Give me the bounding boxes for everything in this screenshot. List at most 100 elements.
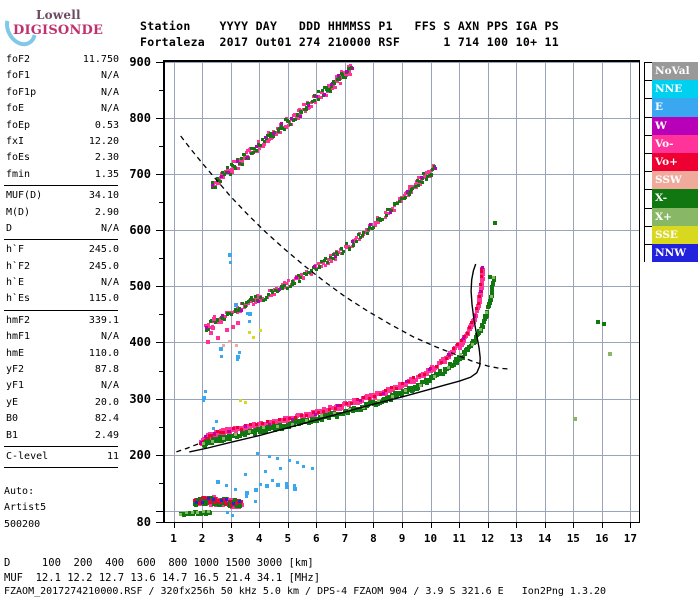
y-tick-label-200: 200	[129, 447, 151, 462]
param-divider	[4, 185, 118, 187]
data-point	[330, 259, 334, 263]
data-point	[202, 398, 206, 402]
data-point	[326, 88, 330, 92]
data-point	[351, 400, 356, 405]
data-point	[492, 276, 496, 280]
data-point	[351, 398, 356, 403]
legend-item-ssw[interactable]: SSW	[652, 171, 698, 190]
data-point	[244, 491, 249, 496]
data-point	[291, 417, 295, 421]
data-point	[381, 389, 386, 394]
param-value: 1.35	[94, 168, 119, 180]
muf-curve	[180, 135, 508, 370]
data-point	[304, 105, 308, 109]
legend-item-w[interactable]: W	[652, 116, 698, 135]
data-point	[238, 503, 243, 508]
gridline-horizontal	[165, 286, 639, 288]
data-point	[287, 123, 291, 127]
data-point	[207, 500, 211, 504]
data-point	[231, 426, 235, 430]
data-point	[331, 84, 335, 88]
data-point	[319, 414, 323, 418]
data-point	[212, 314, 216, 318]
data-point	[457, 345, 462, 350]
data-point	[432, 164, 436, 168]
data-point	[202, 395, 207, 400]
data-point	[415, 386, 420, 390]
data-point	[242, 303, 246, 307]
data-point	[267, 289, 271, 293]
data-point	[271, 135, 275, 139]
data-point	[310, 467, 314, 471]
data-point	[267, 422, 271, 426]
data-point	[267, 454, 271, 458]
legend-item-x[interactable]: X-	[652, 189, 698, 208]
data-point	[283, 281, 287, 285]
data-point	[488, 297, 493, 302]
data-point	[238, 310, 242, 314]
param-value: 2.30	[94, 152, 119, 164]
data-point	[400, 196, 404, 200]
data-point	[417, 374, 421, 378]
data-point	[267, 292, 271, 296]
data-point	[376, 398, 380, 402]
legend-item-nne[interactable]: NNE	[652, 80, 698, 99]
x-tick-label-1: 1	[170, 532, 177, 545]
data-point	[477, 304, 482, 309]
data-point	[427, 367, 431, 371]
ionogram-plot-area[interactable]	[165, 62, 639, 522]
param-name: foF1	[6, 70, 31, 82]
data-point	[261, 429, 266, 434]
data-point	[343, 244, 347, 248]
data-point	[236, 321, 241, 326]
param-name: fmin	[6, 168, 31, 180]
legend-tick	[644, 62, 652, 63]
legend-item-vo[interactable]: Vo+	[652, 152, 698, 172]
data-point	[322, 259, 326, 263]
data-point	[344, 76, 348, 80]
legend-item-sse[interactable]: SSE	[652, 225, 698, 244]
param-row-he: h`E N/A	[4, 275, 122, 291]
data-point	[382, 396, 387, 401]
data-point	[414, 182, 418, 186]
data-point	[263, 470, 267, 474]
data-point	[489, 289, 494, 294]
gridline-vertical	[601, 62, 603, 522]
data-point	[333, 85, 337, 89]
data-point	[243, 156, 247, 160]
data-point	[245, 301, 249, 305]
data-point	[289, 116, 293, 120]
legend-item-x[interactable]: X+	[652, 207, 698, 226]
data-point	[434, 364, 438, 368]
data-point	[396, 385, 401, 390]
data-point	[327, 257, 331, 261]
param-name: fxI	[6, 135, 25, 147]
data-point	[234, 308, 238, 312]
legend-item-nnw[interactable]: NNW	[652, 243, 698, 263]
data-point	[290, 422, 294, 426]
data-point	[211, 181, 215, 185]
legend-item-vo[interactable]: Vo-	[652, 134, 698, 153]
data-point	[312, 99, 316, 103]
data-point	[226, 510, 230, 514]
data-point	[247, 148, 251, 152]
data-point	[210, 434, 214, 438]
data-point	[425, 171, 429, 175]
data-point	[190, 510, 194, 514]
legend-axis-line	[644, 62, 645, 262]
data-point	[244, 151, 248, 155]
y-tick	[156, 174, 165, 176]
data-point	[213, 500, 217, 504]
y-tick	[156, 118, 165, 120]
data-point	[308, 270, 312, 274]
data-point	[207, 509, 211, 513]
gridline-vertical	[202, 62, 204, 522]
data-point	[257, 427, 262, 432]
y-tick	[156, 62, 165, 63]
data-point	[369, 223, 373, 227]
legend-item-e[interactable]: E	[652, 98, 698, 117]
data-point	[222, 431, 226, 435]
data-point	[220, 502, 225, 507]
legend-item-noval[interactable]: NoVal	[652, 62, 698, 81]
data-point	[261, 425, 265, 429]
